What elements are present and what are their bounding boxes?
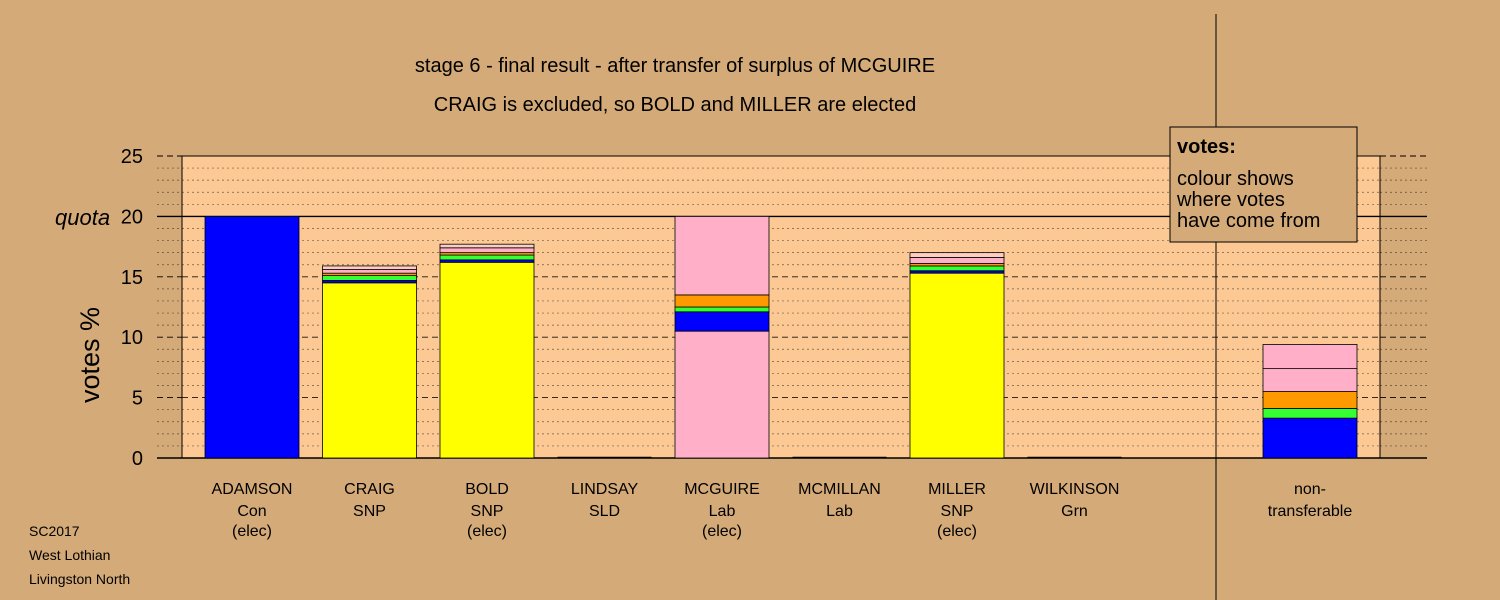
bar-segment [1262,344,1358,370]
bar-segment [322,269,417,274]
candidate-elected-note: (elec) [232,523,272,540]
bar-segment [204,215,300,459]
footer-line: SC2017 [29,523,80,539]
bar-segment [674,330,770,459]
bar-segment [439,247,535,254]
bar-segment [1262,417,1358,459]
bar-segment [674,215,770,296]
nontransferable-label: non- [1294,481,1326,498]
footer-line: Livingston North [29,571,130,587]
bar-segment [1262,391,1358,409]
bar-segment [439,254,535,261]
y-tick-label: 10 [121,327,143,349]
candidate-name: MILLER [928,481,986,498]
category-labels: ADAMSON Con (elec) CRAIG SNP BOLD SNP (elec) LIN… [212,481,1353,540]
bars [204,215,1358,459]
footer-line: West Lothian [29,547,110,563]
bar-segment [322,275,417,281]
bar-segment [909,252,1005,258]
candidate-party: Con [237,503,266,520]
bar-segment [909,257,1005,264]
candidate-elected-note: (elec) [937,523,977,540]
y-tick-label: 0 [132,448,143,470]
candidate-party: SNP [941,503,974,520]
candidate-elected-note: (elec) [467,523,507,540]
chart-subtitle: CRAIG is excluded, so BOLD and MILLER ar… [434,94,916,116]
bar-segment [322,265,417,270]
y-axis: 0 5 10 15 20 25 [121,146,143,470]
bar-segment [909,272,1005,459]
candidate-party: SNP [471,503,504,520]
bar-segment [439,243,535,249]
candidate-name: ADAMSON [212,481,293,498]
candidate-name: MCGUIRE [684,481,760,498]
bar-segment [674,306,770,313]
bar-segment [322,282,417,459]
bar-segment [1262,368,1358,392]
candidate-name: BOLD [465,481,509,498]
candidate-name: MCMILLAN [798,481,881,498]
bar-segment [439,261,535,459]
candidate-party: SNP [353,503,386,520]
bar-segment [909,265,1005,272]
legend-line: colour shows [1177,168,1294,190]
legend-line: have come from [1177,210,1320,232]
y-axis-label: votes % [75,307,105,403]
candidate-name: CRAIG [344,481,395,498]
bar-segment [674,311,770,332]
candidate-elected-note: (elec) [702,523,742,540]
legend-line: where votes [1176,189,1285,211]
chart-title: stage 6 - final result - after transfer … [415,55,935,77]
y-tick-label: 5 [132,388,143,410]
bar-segment [1262,408,1358,419]
candidate-party: SLD [589,503,620,520]
quota-label: quota [55,205,110,230]
nontransferable-label: transferable [1268,503,1353,520]
y-tick-label: 15 [121,267,143,289]
candidate-party: Grn [1061,503,1088,520]
candidate-name: WILKINSON [1030,481,1120,498]
candidate-name: LINDSAY [571,481,639,498]
y-tick-label: 25 [121,146,143,168]
candidate-party: Lab [709,503,736,520]
legend-box [1169,126,1358,243]
legend-title: votes: [1177,136,1236,158]
y-tick-label: 20 [121,206,143,228]
legend: votes: colour shows where votes have com… [1169,126,1358,243]
bar-segment [674,294,770,308]
candidate-party: Lab [826,503,853,520]
